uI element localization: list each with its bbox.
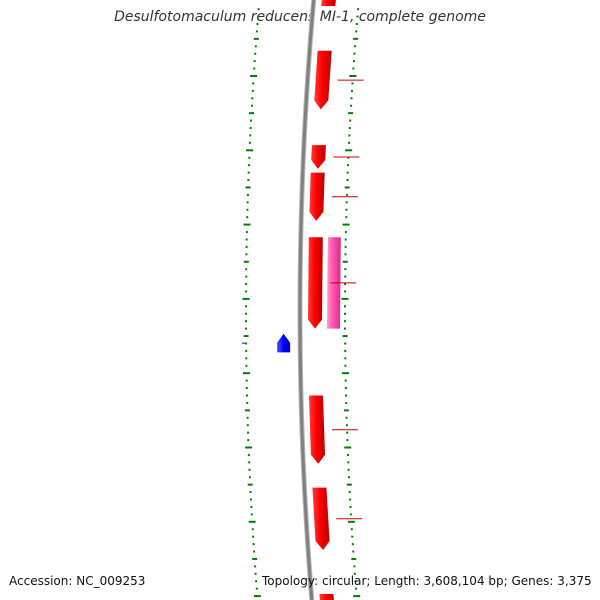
reverse-gene-arrow <box>277 333 291 353</box>
forward-gene-arrow <box>309 395 325 464</box>
backbone-layer <box>297 0 317 600</box>
forward-gene-arrow <box>309 172 325 221</box>
forward-gene-arrow-partial <box>321 0 336 6</box>
genome-summary-label: Topology: circular; Length: 3,608,104 bp… <box>262 574 592 588</box>
forward-gene-arrow-partial <box>319 594 334 600</box>
map-title: Desulfotomaculum reducens MI-1, complete… <box>114 9 486 25</box>
forward-gene-arrow <box>311 145 326 169</box>
tick-layer <box>242 8 361 598</box>
forward-gene-arrow <box>308 237 323 329</box>
backbone-arc <box>298 0 316 600</box>
forward-gene-arrow <box>312 487 330 550</box>
accession-label: Accession: NC_009253 <box>9 574 146 588</box>
forward-gene-arrow <box>314 50 332 110</box>
label-layer <box>242 79 364 520</box>
